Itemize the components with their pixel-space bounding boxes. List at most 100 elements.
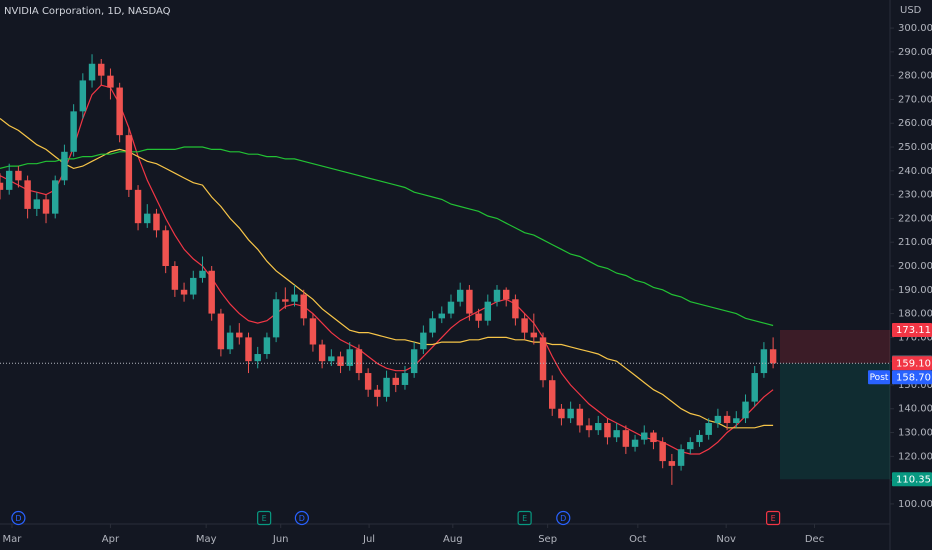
event-label: E [522,514,527,523]
candle-body [567,408,574,419]
candle-body [530,332,538,338]
candle-body [190,277,197,295]
price-tag [892,356,932,371]
candle-body [769,349,777,364]
candle-body [272,299,280,338]
y-tick-label: 200.00 [898,261,932,272]
candle-body [15,170,22,181]
x-tick-label: Oct [629,534,646,545]
y-tick-label: 170.00 [898,332,932,343]
y-tick-label: 180.00 [898,309,932,320]
candle-body [355,349,363,374]
candle-body [33,199,41,209]
candle-body [79,80,87,112]
candle-body [337,356,344,366]
candle-body [0,182,4,190]
candle-body [5,170,13,190]
candle-body [585,425,593,431]
candle-body [291,294,298,302]
y-tick-label: 150.00 [898,380,932,391]
x-tick-label: Apr [102,534,120,545]
candle-body [401,373,409,385]
event-label: E [771,514,776,523]
candle-body [521,318,528,333]
candle-body [144,213,151,224]
candle-body [52,180,59,214]
y-tick-label: 290.00 [898,47,932,58]
candle-body [328,356,335,362]
candle-body [429,318,436,333]
y-tick-label: 220.00 [898,213,932,224]
candle-body [456,289,464,302]
y-tick-label: 100.00 [898,499,932,510]
candle-body [318,344,326,362]
candle-body [171,265,179,290]
y-tick-label: 250.00 [898,142,932,153]
candle-body [512,299,519,319]
candle-body [576,408,584,426]
candle-body [475,313,482,321]
event-label: D [299,514,305,523]
candle-body [392,377,399,385]
currency-label: USD [900,5,922,16]
candle-body [236,332,243,338]
candle-body [98,63,105,76]
candle-body [180,289,188,295]
candle-body [742,401,749,419]
y-tick-label: 140.00 [898,404,932,415]
candle-body [760,349,768,374]
candle-body [502,289,510,300]
event-label: D [15,514,21,523]
candle-body [134,189,142,224]
candle-body [677,449,685,466]
price-tag-label: 159.10 [896,358,931,369]
x-tick-label: Sep [538,534,557,545]
candle-body [116,87,123,136]
x-tick-label: Nov [716,534,736,545]
candle-body [595,423,602,431]
event-icon [11,510,26,526]
candle-body [705,423,712,435]
event-icon [517,510,532,526]
price-tag-label: 110.35 [896,474,931,485]
candle-body [659,442,666,462]
candle-body [714,415,722,424]
candle-body [162,230,169,266]
candle-body [88,63,96,81]
y-tick-label: 260.00 [898,118,932,129]
event-label: D [560,514,566,523]
post-badge [868,370,890,385]
candle-body [374,389,381,397]
y-tick-label: 210.00 [898,237,932,248]
x-tick-label: Mar [3,534,23,545]
x-tick-label: May [196,534,217,545]
y-tick-label: 240.00 [898,166,932,177]
candle-body [254,354,261,362]
event-icon [294,510,309,526]
candle-body [226,332,234,350]
event-icon [556,510,571,526]
candle-body [410,349,418,374]
y-tick-label: 130.00 [898,428,932,439]
candle-body [723,415,731,424]
candle-body [420,332,427,350]
candle-body [613,430,620,438]
x-tick-label: Aug [443,534,463,545]
event-icon [257,510,272,526]
candle-body [668,461,676,466]
event-label: E [262,514,267,523]
candle-body [42,199,50,214]
stop-zone [780,329,890,364]
candle-body [300,294,307,319]
candle-body [364,373,372,390]
price-tag [892,370,932,385]
y-tick-label: 120.00 [898,451,932,462]
candle-body [650,432,657,443]
post-badge-label: Post [870,373,889,383]
candle-body [751,373,758,402]
candle-body [107,75,114,88]
x-tick-label: Dec [805,534,824,545]
candle-body [61,151,68,181]
